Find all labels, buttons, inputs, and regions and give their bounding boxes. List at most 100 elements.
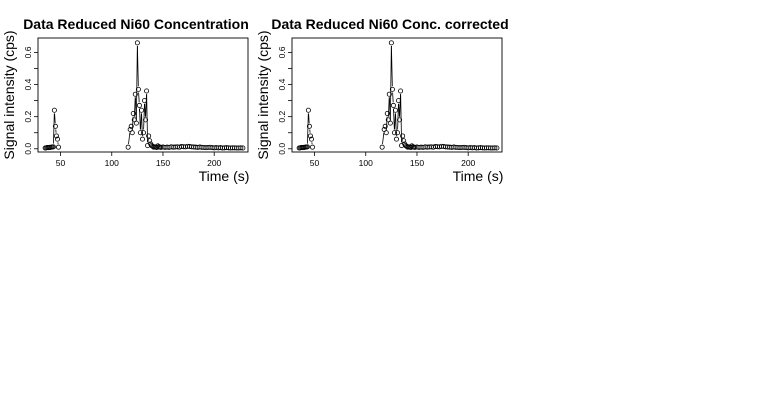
chart-title: Data Reduced Ni60 Concentration: [23, 16, 249, 32]
series-segment: [135, 46, 138, 120]
data-point: [147, 138, 153, 144]
chart-panel-corrected: Data Reduced Ni60 Conc. corrected Signal…: [255, 16, 509, 184]
data-point: [398, 88, 404, 94]
data-point: [387, 120, 393, 126]
plot-frame: [37, 37, 249, 153]
series-segment: [144, 103, 146, 117]
series-segment: [395, 113, 397, 136]
data-point: [238, 145, 244, 151]
series-segment: [388, 97, 390, 117]
data-point: [53, 133, 59, 139]
data-point: [492, 145, 498, 151]
x-tick-label: 200: [207, 158, 221, 168]
series-segment: [138, 92, 140, 103]
series-segment: [139, 108, 141, 130]
data-point: [382, 123, 388, 129]
data-point: [133, 120, 139, 126]
x-axis-label: Time (s): [199, 168, 250, 184]
data-point: [400, 133, 406, 139]
x-tick-label: 50: [56, 158, 66, 168]
series-segment: [140, 113, 142, 130]
y-tick-label: 0.6: [277, 46, 287, 58]
data-point: [386, 91, 392, 97]
data-point: [397, 117, 403, 123]
x-axis-label: Time (s): [453, 168, 504, 184]
data-point: [138, 107, 144, 113]
x-tick-label: 150: [410, 158, 424, 168]
series-segment: [392, 92, 394, 103]
series-segment: [137, 46, 139, 87]
data-point: [125, 144, 131, 150]
series-segment: [143, 103, 145, 130]
series-segment: [398, 103, 400, 117]
y-tick-label: 0.6: [23, 46, 33, 58]
data-point: [143, 117, 149, 123]
x-tick-label: 150: [156, 158, 170, 168]
series-segment: [397, 103, 399, 130]
data-point: [384, 110, 390, 116]
data-point: [494, 145, 500, 151]
data-point: [379, 144, 385, 150]
data-point: [129, 130, 135, 136]
data-point: [132, 91, 138, 97]
data-point: [136, 102, 142, 108]
chart-panel-concentration: Data Reduced Ni60 Concentration Signal i…: [1, 16, 249, 184]
x-tick-label: 100: [359, 158, 373, 168]
data-point: [54, 136, 60, 142]
data-point: [139, 136, 145, 142]
series-segment: [389, 46, 392, 120]
data-point: [134, 40, 140, 46]
data-point: [306, 123, 312, 129]
y-axis-label: Signal intensity (cps): [255, 30, 271, 159]
series-segment: [382, 132, 385, 145]
data-point: [390, 102, 396, 108]
y-tick-label: 0.4: [23, 78, 33, 90]
series-segment: [128, 132, 131, 145]
series-segment: [132, 116, 134, 130]
x-tick-label: 50: [310, 158, 320, 168]
data-point: [55, 144, 61, 150]
data-point: [395, 130, 401, 136]
series-segment: [386, 116, 388, 130]
data-point: [307, 133, 313, 139]
data-point: [401, 138, 407, 144]
x-tick-label: 100: [105, 158, 119, 168]
data-point: [309, 144, 315, 150]
y-axis-label: Signal intensity (cps): [1, 30, 17, 159]
series-segment: [53, 113, 55, 144]
data-point: [240, 145, 246, 151]
chart-title: Data Reduced Ni60 Conc. corrected: [271, 16, 508, 32]
data-point: [50, 144, 56, 150]
data-point: [305, 107, 311, 113]
data-point: [393, 136, 399, 142]
data-point: [144, 88, 150, 94]
x-tick-label: 200: [461, 158, 475, 168]
data-point: [146, 133, 152, 139]
data-point: [383, 130, 389, 136]
y-tick-label: 0.2: [23, 111, 33, 123]
data-point: [304, 144, 310, 150]
data-point: [141, 130, 147, 136]
data-point: [135, 86, 141, 92]
data-point: [130, 110, 136, 116]
series-segment: [394, 113, 396, 130]
data-point: [388, 40, 394, 46]
data-point: [51, 107, 57, 113]
series-segment: [134, 97, 136, 117]
series-segment: [54, 113, 56, 124]
series-segment: [391, 46, 393, 87]
data-point: [389, 86, 395, 92]
series-segment: [308, 113, 310, 124]
series-segment: [393, 108, 395, 130]
y-tick-label: 0.0: [23, 143, 33, 155]
y-tick-label: 0.2: [277, 111, 287, 123]
plot-frame: [291, 37, 503, 153]
y-tick-label: 0.0: [277, 143, 287, 155]
series-segment: [141, 113, 143, 136]
y-tick-label: 0.4: [277, 78, 287, 90]
data-point: [392, 107, 398, 113]
data-point: [52, 123, 58, 129]
series-segment: [307, 113, 309, 144]
data-point: [308, 136, 314, 142]
